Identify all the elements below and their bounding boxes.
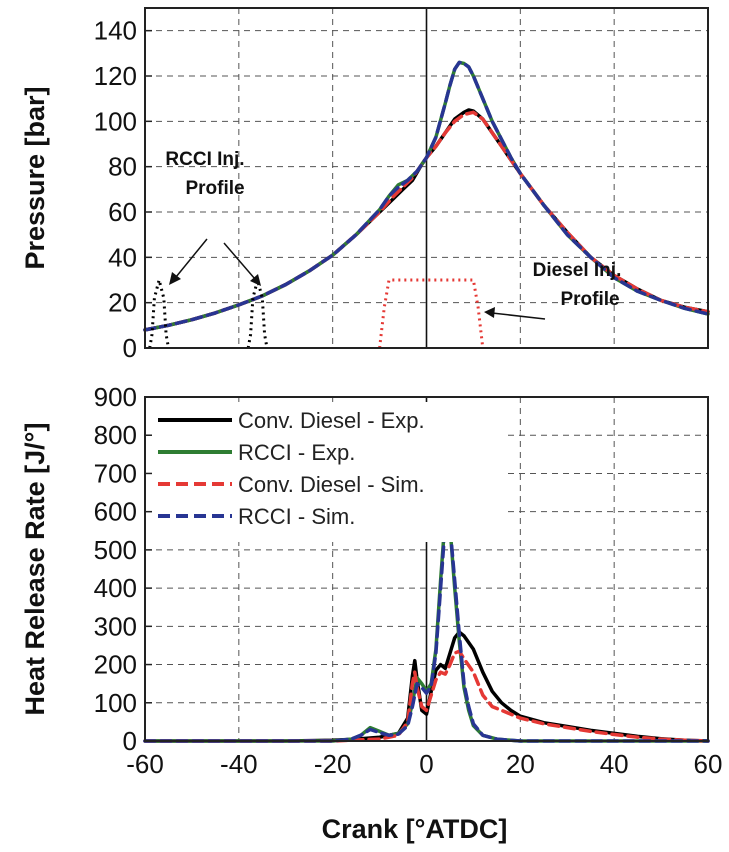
legend-label: Conv. Diesel - Exp. xyxy=(238,408,425,433)
pressure-series-injection-profile-4 xyxy=(148,278,170,349)
heat-release-y-ticks: 0 100 200 300 400 500 600 700 800 900 xyxy=(94,382,152,756)
pressure-series-rcci-sim xyxy=(143,60,710,332)
x-tick-label: 40 xyxy=(600,749,629,779)
diesel-inj-arrowhead xyxy=(484,307,495,318)
y-tick-label: 300 xyxy=(94,611,137,641)
legend-background xyxy=(153,402,503,542)
pressure-series-injection-profile-6 xyxy=(378,278,485,349)
x-tick-label: 20 xyxy=(506,749,535,779)
y-tick-label: 400 xyxy=(94,573,137,603)
y-tick-label: 0 xyxy=(123,726,137,756)
diesel-inj-profile-annotation-line2: Profile xyxy=(560,289,619,310)
y-tick-label: 500 xyxy=(94,535,137,565)
legend: Conv. Diesel - Exp. RCCI - Exp. Conv. Dies… xyxy=(153,402,503,542)
pressure-y-axis-label: Pressure [bar] xyxy=(20,86,50,269)
rcci-inj-arrow-right xyxy=(223,242,256,280)
pressure-series xyxy=(143,60,710,349)
y-tick-label: 60 xyxy=(108,197,137,227)
y-tick-label: 600 xyxy=(94,497,137,527)
legend-label: RCCI - Exp. xyxy=(238,440,355,465)
y-tick-label: 800 xyxy=(94,420,137,450)
pressure-series-injection-profile-5 xyxy=(246,278,269,349)
pressure-panel: 0 20 40 60 80 100 120 140 Pressure [bar] RCCI I… xyxy=(20,7,710,363)
rcci-inj-arrowhead-right xyxy=(250,274,261,286)
legend-label: RCCI - Sim. xyxy=(238,504,355,529)
x-tick-label: 60 xyxy=(694,749,723,779)
y-tick-label: 200 xyxy=(94,650,137,680)
y-tick-label: 100 xyxy=(94,688,137,718)
y-tick-label: 140 xyxy=(94,16,137,46)
pressure-y-ticks: 0 20 40 60 80 100 120 140 xyxy=(94,16,152,363)
x-tick-label: -60 xyxy=(126,749,164,779)
rcci-inj-profile-annotation-line2: Profile xyxy=(185,178,244,199)
heat-release-panel: 0 100 200 300 400 500 600 700 800 900 -60 -40 -20 0 2… xyxy=(20,382,722,844)
diesel-inj-arrow xyxy=(491,312,546,320)
heat-release-series-rcci-sim xyxy=(143,509,710,743)
x-tick-label: -40 xyxy=(220,749,258,779)
pressure-plot-frame xyxy=(144,7,709,349)
diesel-inj-profile-annotation-line1: Diesel Inj. xyxy=(533,260,622,281)
y-tick-label: 700 xyxy=(94,458,137,488)
y-tick-label: 120 xyxy=(94,61,137,91)
heat-release-y-axis-label: Heat Release Rate [J/°] xyxy=(20,423,50,716)
rcci-inj-arrow-left xyxy=(175,238,208,278)
heat-release-plot-frame xyxy=(144,396,709,742)
pressure-annotations: RCCI Inj. Profile Diesel Inj. Profile xyxy=(165,149,622,320)
rcci-inj-profile-annotation-line1: RCCI Inj. xyxy=(165,149,244,170)
heat-release-series xyxy=(143,506,710,743)
crank-x-ticks: -60 -40 -20 0 20 40 60 xyxy=(126,749,722,779)
x-tick-label: -20 xyxy=(314,749,352,779)
heat-release-series-conv-diesel-sim xyxy=(143,649,710,743)
y-tick-label: 40 xyxy=(108,242,137,272)
y-tick-label: 80 xyxy=(108,152,137,182)
rcci-inj-arrowhead-left xyxy=(169,272,181,285)
y-tick-label: 900 xyxy=(94,382,137,412)
x-tick-label: 0 xyxy=(419,749,433,779)
legend-label: Conv. Diesel - Sim. xyxy=(238,472,425,497)
y-tick-label: 0 xyxy=(123,333,137,363)
y-tick-label: 100 xyxy=(94,106,137,136)
crank-x-axis-label: Crank [°ATDC] xyxy=(322,814,508,844)
y-tick-label: 20 xyxy=(108,288,137,318)
